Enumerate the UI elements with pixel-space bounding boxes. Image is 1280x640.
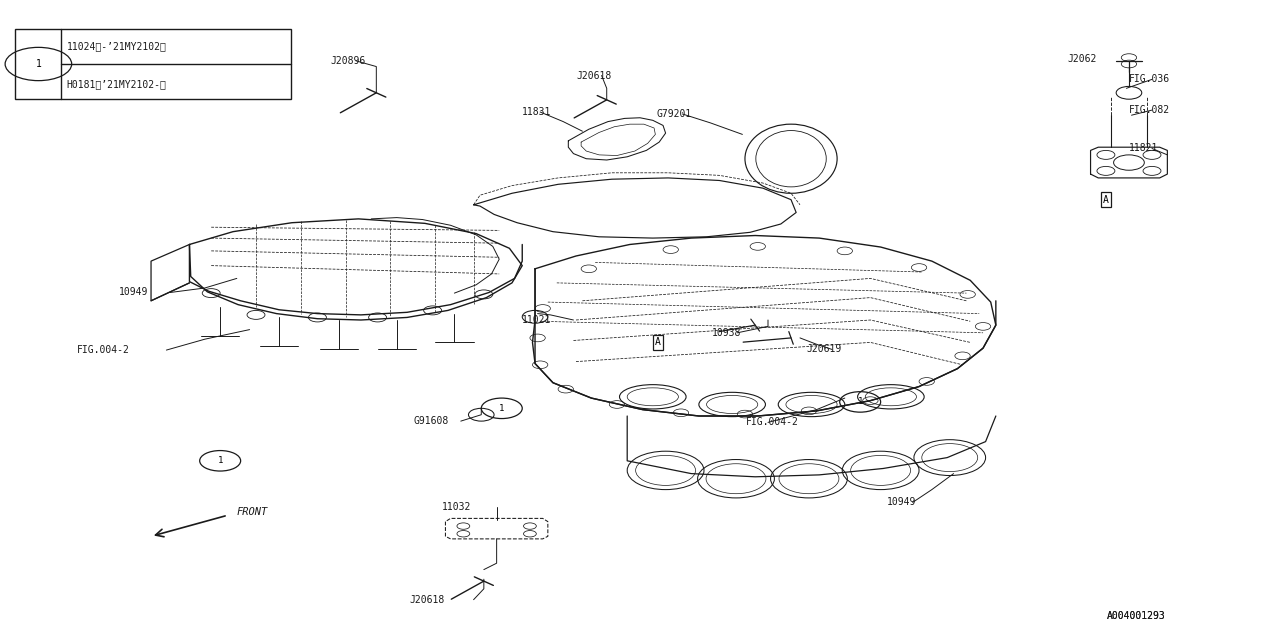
Text: FRONT: FRONT [237,507,268,517]
Text: H0181（’21MY2102-）: H0181（’21MY2102-） [67,79,166,90]
Text: A: A [1103,195,1108,205]
Text: A004001293: A004001293 [1107,611,1166,621]
Text: FIG.036: FIG.036 [1129,74,1170,84]
Text: J20896: J20896 [330,56,366,66]
Text: FIG.004-2: FIG.004-2 [746,417,799,428]
Text: 1: 1 [36,59,41,69]
Text: 10938: 10938 [712,328,741,338]
Text: 10949: 10949 [887,497,916,508]
Text: 11821: 11821 [1129,143,1158,154]
Text: FIG.082: FIG.082 [1129,105,1170,115]
Text: 11032: 11032 [442,502,471,512]
Text: 11024（-’21MY2102）: 11024（-’21MY2102） [67,41,166,51]
Text: 10949: 10949 [119,287,148,298]
Text: FIG.004-2: FIG.004-2 [77,345,129,355]
Text: J20618: J20618 [410,595,445,605]
Text: A: A [655,337,660,348]
Text: 1: 1 [218,456,223,465]
Text: G79201: G79201 [657,109,692,119]
Text: G91608: G91608 [413,416,449,426]
Text: 1: 1 [499,404,504,413]
Text: A004001293: A004001293 [1107,611,1166,621]
Text: J20618: J20618 [576,70,612,81]
Text: 11831: 11831 [522,107,552,117]
Text: J2062: J2062 [1068,54,1097,64]
Text: 1: 1 [858,397,863,406]
Text: 11021: 11021 [522,315,552,325]
Text: J20619: J20619 [806,344,842,355]
